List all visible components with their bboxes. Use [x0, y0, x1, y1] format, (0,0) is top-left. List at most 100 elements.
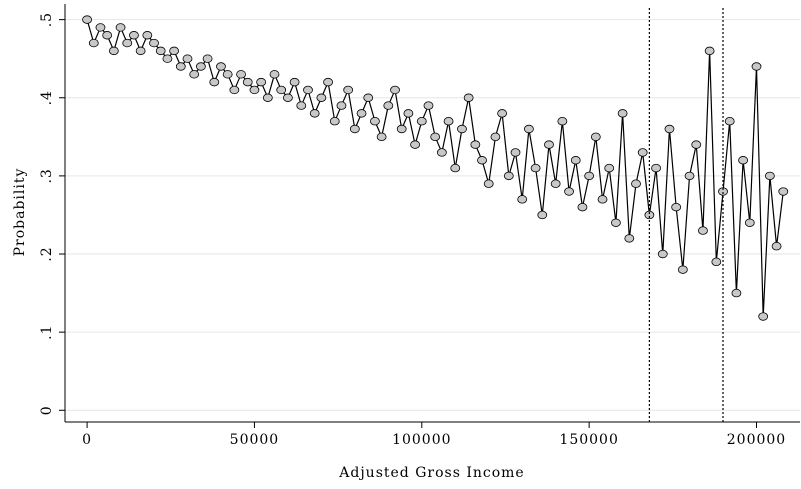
- data-point: [443, 116, 454, 126]
- data-point: [731, 288, 742, 298]
- data-point: [175, 62, 186, 71]
- x-tick-label: 100000: [392, 432, 451, 448]
- x-tick-label: 0: [82, 432, 92, 448]
- data-point: [356, 109, 367, 118]
- data-point: [343, 85, 354, 95]
- data-point: [142, 31, 153, 40]
- data-point: [470, 140, 481, 149]
- data-point: [671, 202, 682, 212]
- data-point: [436, 148, 447, 157]
- data-point: [316, 93, 327, 102]
- data-point: [222, 70, 233, 79]
- data-point: [764, 171, 775, 181]
- data-point: [450, 163, 461, 173]
- y-tick-label: .3: [39, 168, 55, 183]
- data-point: [570, 156, 581, 165]
- data-point: [376, 132, 387, 142]
- data-point: [195, 62, 206, 71]
- data-point: [396, 124, 407, 134]
- data-point: [95, 23, 106, 32]
- data-point: [115, 23, 126, 32]
- data-point: [758, 312, 769, 321]
- data-point: [276, 85, 287, 95]
- data-point: [129, 31, 139, 40]
- data-point: [416, 116, 427, 126]
- data-point: [544, 140, 554, 149]
- data-point: [236, 70, 246, 79]
- data-point: [711, 257, 722, 267]
- data-point: [537, 210, 548, 220]
- x-axis-title: Adjusted Gross Income: [338, 465, 524, 481]
- data-point: [82, 15, 92, 24]
- data-point: [584, 171, 595, 181]
- data-point: [349, 124, 360, 134]
- data-point: [182, 54, 193, 63]
- data-point: [604, 163, 615, 173]
- data-point: [557, 116, 568, 126]
- data-point: [390, 85, 400, 95]
- data-point: [155, 46, 166, 56]
- data-point: [370, 116, 380, 126]
- data-point: [202, 54, 213, 63]
- data-point: [122, 38, 133, 48]
- data-point: [303, 85, 313, 95]
- data-point: [457, 124, 467, 134]
- data-point: [242, 77, 253, 87]
- data-point: [698, 226, 708, 235]
- data-point: [209, 77, 220, 87]
- data-point: [329, 116, 340, 126]
- x-tick-label: 150000: [559, 432, 618, 448]
- data-point: [269, 70, 280, 79]
- data-point: [597, 195, 608, 204]
- data-point: [684, 171, 695, 181]
- data-point: [718, 187, 728, 196]
- data-point: [778, 187, 789, 196]
- data-point: [383, 101, 394, 110]
- data-point: [631, 179, 641, 188]
- data-point: [590, 132, 601, 142]
- data-point: [256, 77, 267, 87]
- data-point: [102, 31, 113, 40]
- y-tick-label: .1: [39, 324, 55, 339]
- data-point: [403, 109, 414, 118]
- data-point: [289, 77, 300, 87]
- data-point: [691, 140, 702, 149]
- data-point: [216, 62, 226, 71]
- y-axis-title: Probability: [12, 168, 28, 257]
- data-point: [410, 140, 420, 149]
- data-point: [309, 109, 320, 118]
- x-tick-label: 50000: [230, 432, 280, 448]
- data-point: [283, 93, 293, 102]
- data-point: [262, 93, 273, 102]
- data-point: [704, 46, 715, 56]
- data-point: [490, 132, 501, 142]
- data-point: [510, 148, 521, 157]
- data-point: [108, 46, 119, 56]
- data-point: [624, 234, 635, 243]
- data-point: [336, 101, 347, 110]
- data-point: [503, 171, 514, 181]
- data-point: [611, 218, 621, 227]
- data-point: [363, 93, 374, 102]
- data-point: [169, 46, 180, 56]
- data-point: [497, 109, 508, 118]
- data-point: [423, 101, 434, 110]
- data-point: [664, 124, 675, 134]
- data-point: [88, 38, 99, 48]
- data-point: [323, 77, 333, 87]
- data-point: [724, 116, 735, 126]
- data-point: [744, 218, 755, 227]
- y-tick-label: 0: [39, 405, 55, 415]
- data-point: [517, 195, 528, 204]
- data-point: [564, 187, 574, 196]
- data-point: [523, 124, 534, 134]
- x-tick-label: 200000: [727, 432, 786, 448]
- data-point: [751, 62, 762, 71]
- data-point: [135, 46, 146, 56]
- data-point: [296, 101, 307, 110]
- data-point: [617, 109, 628, 118]
- data-point: [651, 163, 661, 173]
- data-point: [550, 179, 561, 188]
- data-point: [657, 249, 668, 259]
- data-point: [477, 156, 487, 165]
